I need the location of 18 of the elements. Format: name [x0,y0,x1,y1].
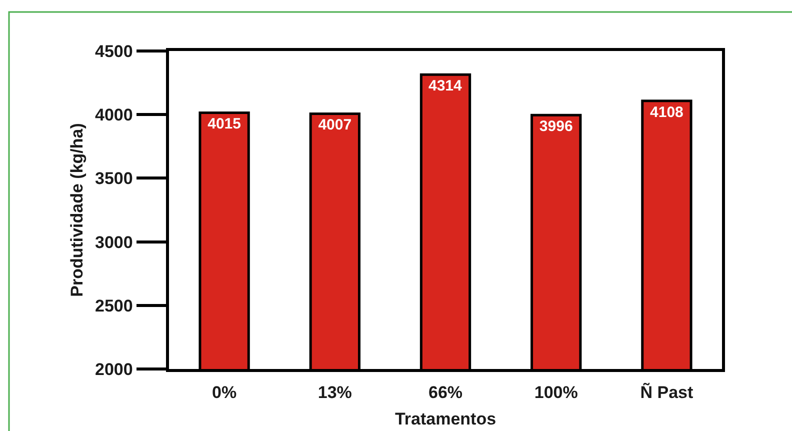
y-axis-title: Produtividade (kg/ha) [68,123,87,297]
y-tick-label: 2500 [95,296,133,316]
x-tick-label: 13% [318,383,352,402]
y-tick-label: 2000 [95,360,133,379]
x-tick-label: 0% [212,383,237,402]
data-label: 4108 [650,104,684,121]
y-tick-label: 4500 [95,42,133,61]
y-tick-label: 4000 [95,106,133,125]
x-tick-label: Ñ Past [640,382,694,402]
data-label: 3996 [539,118,573,136]
data-label: 4314 [428,78,463,95]
y-tick-label: 3000 [95,232,133,252]
x-axis-title: Tratamentos [394,410,496,429]
x-tick-label: 100% [534,383,578,402]
data-label: 4007 [318,116,352,134]
data-label: 4015 [208,116,241,133]
x-tick-label: 66% [428,383,463,402]
y-tick-label: 3500 [95,169,133,188]
